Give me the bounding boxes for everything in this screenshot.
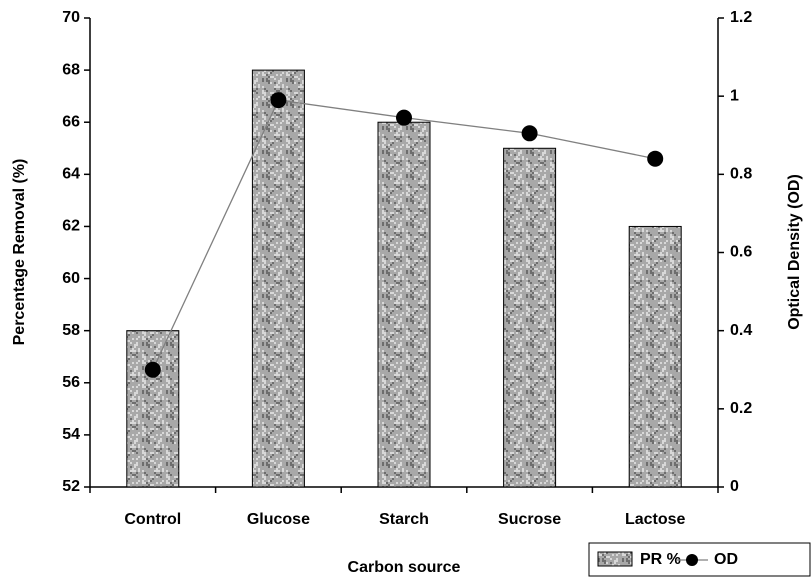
y-tick-label: 58 <box>62 322 80 339</box>
x-tick-label: Lactose <box>625 511 686 528</box>
y-tick-label: 54 <box>62 426 80 443</box>
legend-label: PR % <box>640 551 681 568</box>
marker <box>521 125 538 142</box>
y2-tick-label: 1.2 <box>730 9 752 26</box>
x-tick-label: Glucose <box>247 511 310 528</box>
y-tick-label: 68 <box>62 61 80 78</box>
legend-swatch <box>597 551 633 567</box>
y2-tick-label: 0.8 <box>730 166 752 183</box>
x-tick-label: Control <box>124 511 181 528</box>
bar <box>628 225 682 488</box>
legend-marker <box>686 554 698 566</box>
y-axis-label: Percentage Removal (%) <box>11 159 28 346</box>
y2-tick-label: 0.4 <box>730 322 752 339</box>
marker <box>396 109 412 126</box>
y2-tick-label: 1 <box>730 87 739 104</box>
marker <box>144 361 161 378</box>
y-tick-label: 66 <box>62 113 80 130</box>
y2-tick-label: 0.2 <box>730 400 752 417</box>
y-tick-label: 56 <box>62 374 80 391</box>
bar <box>377 121 431 488</box>
y-tick-label: 64 <box>62 166 80 183</box>
bar <box>251 69 305 488</box>
y2-axis-label: Optical Density (OD) <box>786 174 803 330</box>
legend-label: OD <box>714 551 738 568</box>
bar <box>126 330 180 488</box>
marker <box>270 92 287 109</box>
bar <box>503 147 557 488</box>
y-tick-label: 62 <box>62 218 80 235</box>
y2-tick-label: 0 <box>730 478 739 495</box>
x-tick-label: Sucrose <box>498 511 561 528</box>
y-tick-label: 70 <box>62 9 80 26</box>
y2-tick-label: 0.6 <box>730 244 752 261</box>
y-tick-label: 60 <box>62 270 80 287</box>
marker <box>647 150 664 167</box>
x-axis-label: Carbon source <box>348 559 461 576</box>
y-tick-label: 52 <box>62 478 80 495</box>
x-tick-label: Starch <box>379 511 429 528</box>
